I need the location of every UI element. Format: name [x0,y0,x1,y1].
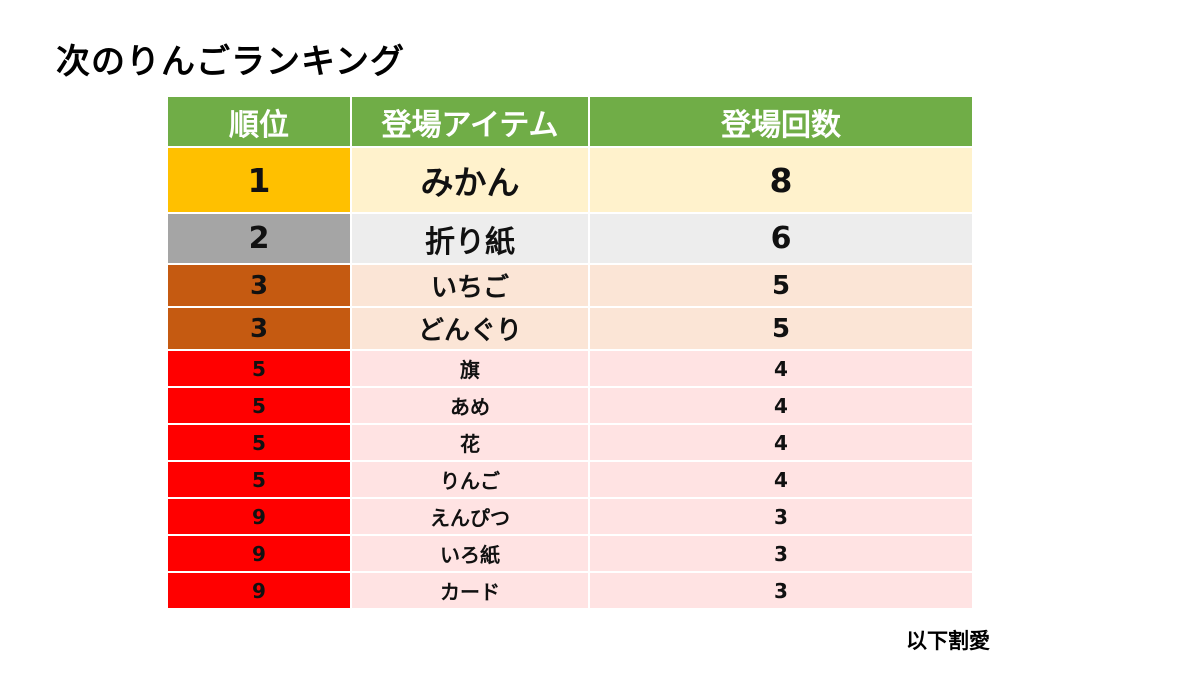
item-cell: どんぐり [350,306,590,351]
rank-cell: 5 [166,386,352,425]
table-row: 9 いろ紙 3 [166,534,974,573]
count-cell: 8 [588,146,974,214]
table-row: 3 いちご 5 [166,263,974,308]
item-cell: あめ [350,386,590,425]
header-item: 登場アイテム [350,95,590,148]
table-row: 9 カード 3 [166,571,974,610]
count-cell: 3 [588,571,974,610]
count-cell: 3 [588,534,974,573]
rank-cell: 9 [166,571,352,610]
rank-cell: 2 [166,212,352,265]
table-row: 5 花 4 [166,423,974,462]
count-cell: 4 [588,460,974,499]
rank-cell: 5 [166,349,352,388]
table-row: 9 えんぴつ 3 [166,497,974,536]
item-cell: いちご [350,263,590,308]
item-cell: 旗 [350,349,590,388]
table-row: 5 あめ 4 [166,386,974,425]
count-cell: 4 [588,386,974,425]
rank-cell: 9 [166,497,352,536]
rank-cell: 5 [166,423,352,462]
item-cell: いろ紙 [350,534,590,573]
item-cell: りんご [350,460,590,499]
ranking-table: 順位 登場アイテム 登場回数 1 みかん 8 2 折り紙 6 3 いちご 5 3… [166,95,974,610]
item-cell: 折り紙 [350,212,590,265]
rank-cell: 5 [166,460,352,499]
count-cell: 5 [588,263,974,308]
count-cell: 4 [588,423,974,462]
table-row: 3 どんぐり 5 [166,306,974,351]
item-cell: 花 [350,423,590,462]
count-cell: 4 [588,349,974,388]
footnote: 以下割愛 [906,629,990,653]
rank-cell: 3 [166,263,352,308]
header-rank: 順位 [166,95,352,148]
header-row: 順位 登場アイテム 登場回数 [166,95,974,148]
table-row: 1 みかん 8 [166,146,974,214]
table-row: 2 折り紙 6 [166,212,974,265]
rank-cell: 9 [166,534,352,573]
rank-cell: 3 [166,306,352,351]
page-title: 次のりんごランキング [56,42,405,82]
rank-cell: 1 [166,146,352,214]
table-row: 5 旗 4 [166,349,974,388]
count-cell: 3 [588,497,974,536]
count-cell: 6 [588,212,974,265]
item-cell: みかん [350,146,590,214]
count-cell: 5 [588,306,974,351]
table-row: 5 りんご 4 [166,460,974,499]
header-count: 登場回数 [588,95,974,148]
item-cell: えんぴつ [350,497,590,536]
item-cell: カード [350,571,590,610]
